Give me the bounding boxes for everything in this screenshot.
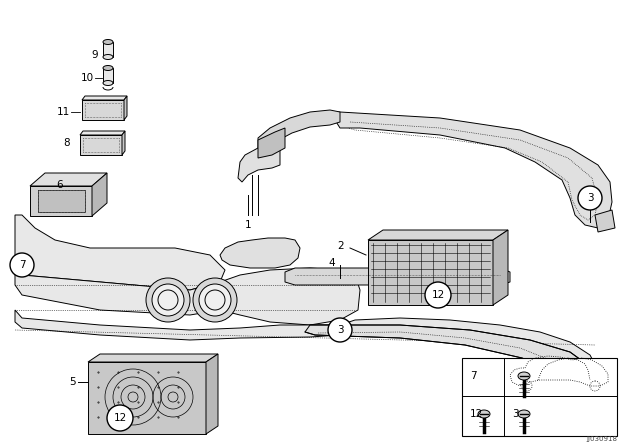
Polygon shape [124,96,127,120]
Polygon shape [30,173,107,186]
Ellipse shape [103,65,113,70]
Text: 12: 12 [470,409,483,419]
Text: 7: 7 [19,260,26,270]
Polygon shape [15,268,360,325]
Polygon shape [585,395,602,418]
Circle shape [152,284,184,316]
Text: 8: 8 [63,138,70,148]
Text: 3: 3 [512,409,518,419]
Polygon shape [103,68,113,83]
Circle shape [107,405,133,431]
Polygon shape [15,215,225,290]
Polygon shape [38,190,85,212]
Circle shape [425,282,451,308]
Text: 3: 3 [587,193,593,203]
Ellipse shape [478,410,490,418]
Polygon shape [30,186,92,216]
Polygon shape [285,268,510,285]
Ellipse shape [103,39,113,44]
Polygon shape [92,173,107,216]
Bar [462,358,617,436]
Text: 1: 1 [244,220,252,230]
Polygon shape [82,100,124,120]
Text: 11: 11 [57,107,70,117]
Polygon shape [595,210,615,232]
Ellipse shape [103,81,113,86]
Polygon shape [80,135,122,155]
Circle shape [193,278,237,322]
Circle shape [328,318,352,342]
Polygon shape [305,325,598,408]
Polygon shape [80,131,125,135]
Polygon shape [103,42,113,57]
Text: 5: 5 [69,377,76,387]
Polygon shape [258,128,285,158]
Polygon shape [88,354,218,362]
Text: 12: 12 [431,290,445,300]
Text: 6: 6 [56,180,63,190]
Polygon shape [220,238,300,268]
Text: 7: 7 [470,371,477,381]
Polygon shape [335,112,612,228]
Polygon shape [88,362,206,434]
Text: 10: 10 [81,73,94,83]
Circle shape [146,278,190,322]
Polygon shape [122,131,125,155]
Polygon shape [258,110,340,152]
Text: 12: 12 [113,413,127,423]
Polygon shape [368,230,508,240]
Text: 2: 2 [337,241,344,251]
Polygon shape [15,310,598,390]
Polygon shape [368,240,493,305]
Text: JJ030918: JJ030918 [586,436,617,442]
Polygon shape [238,145,280,182]
Ellipse shape [518,372,530,380]
Text: 3: 3 [337,325,343,335]
Ellipse shape [103,55,113,60]
Polygon shape [493,230,508,305]
Circle shape [199,284,231,316]
Text: 4: 4 [328,258,335,268]
Text: 9: 9 [92,50,98,60]
Polygon shape [82,96,127,100]
Circle shape [10,253,34,277]
Circle shape [578,186,602,210]
Polygon shape [206,354,218,434]
Ellipse shape [518,410,530,418]
